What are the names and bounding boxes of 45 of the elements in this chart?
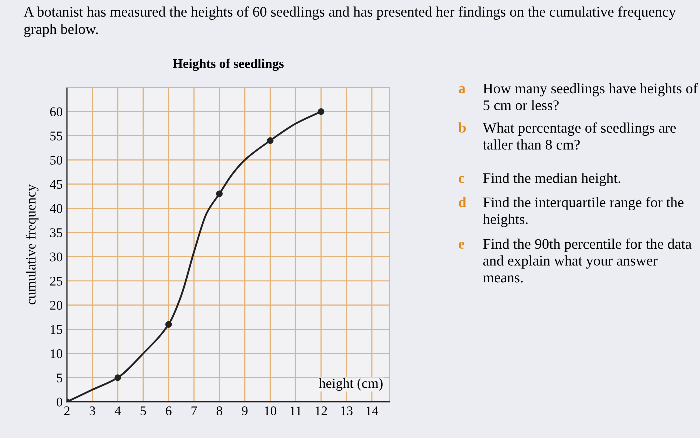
text: A botanist has measured the heights of 60 seedlings and has presented her findings on the cumulative frequency graph below. [24,6,676,38]
y-tick-label: 20 [50,301,63,310]
y-tick-label: 10 [51,350,63,358]
x-tick-label: 11 [290,406,302,416]
text: d [459,197,466,208]
x-tick-label: 8 [216,406,222,416]
x-tick-label: 3 [90,406,96,416]
text: c [459,176,465,184]
x-tick-label: 12 [316,406,328,416]
x-tick-label: 13 [341,406,353,416]
text: Find the 90th percentile for the data and explain what your answer means. [483,238,692,283]
y-tick-label: 30 [50,252,63,262]
point [267,138,274,144]
point [318,108,325,116]
y-tick-label: 50 [50,156,63,165]
x-tick-label: 2 [64,406,70,416]
point [114,374,122,382]
y-tick-label: 55 [50,132,63,141]
point [166,321,172,328]
y-tick-label: 25 [50,276,63,286]
x-axis-title: height (cm) [319,378,383,392]
y-tick-label: 45 [50,180,63,190]
text: e [459,242,465,249]
y-axis-title: cumulative frequency [26,184,39,305]
text: b [458,122,466,133]
x-tick-label: 10 [265,406,277,416]
text: Find the interquartile range for the heights. [483,197,684,228]
x-tick-label: 4 [114,406,122,416]
text: Find the median height. [483,173,621,186]
y-tick-label: 0 [56,398,63,407]
x-tick-label: 7 [192,406,198,416]
text: a [458,86,466,94]
y-tick-label: 40 [50,204,63,214]
point [216,190,223,198]
x-tick-label: 5 [140,406,146,416]
text: What percentage of seedlings are taller than 8 cm? [483,122,676,150]
y-tick-label: 15 [51,325,63,334]
y-tick-label: 60 [50,108,63,116]
y-tick-label: 5 [57,374,63,383]
x-tick-label: 9 [242,406,248,416]
x-tick-label: 6 [166,406,172,416]
chart-title: Heights of seedlings [173,58,284,72]
x-tick-label: 14 [366,406,379,416]
text: How many seedlings have heights of 5 cm or less? [483,83,698,111]
y-tick-label: 35 [50,228,63,238]
